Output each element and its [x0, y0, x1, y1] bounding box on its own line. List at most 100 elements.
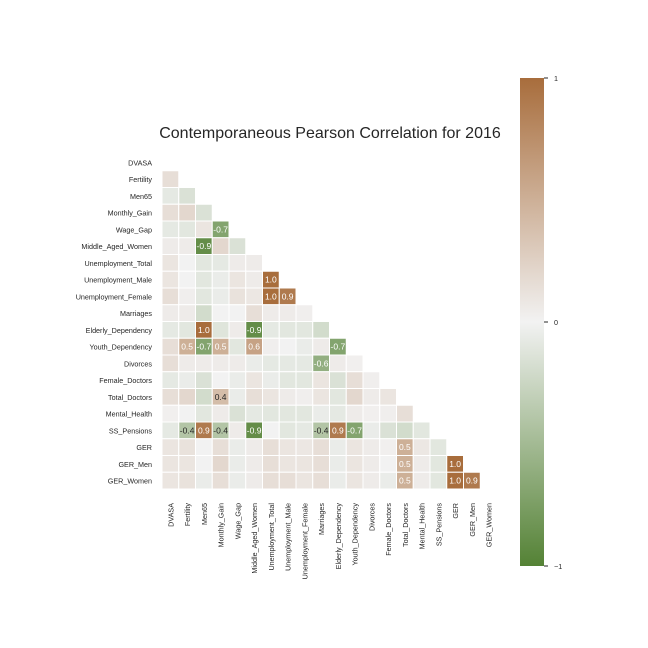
heatmap-cell [211, 371, 230, 389]
cell-value-label: -0.7 [331, 342, 346, 352]
heatmap-cell [295, 304, 314, 322]
heatmap-cell [362, 421, 381, 440]
heatmap-cell [161, 455, 180, 473]
heatmap-cell [211, 287, 230, 306]
heatmap-cell [295, 404, 314, 423]
heatmap-cell [228, 455, 247, 473]
heatmap-cell [345, 388, 364, 406]
heatmap-cell [195, 438, 213, 456]
x-axis-tick-labels: DVASA Fertility Men65 Monthly_Gain Wage_Gap M… [166, 503, 493, 580]
heatmap-cell [362, 388, 381, 406]
heatmap-cell [295, 337, 314, 356]
heatmap-cell [362, 438, 381, 456]
heatmap-cell [262, 471, 280, 490]
heatmap-cell [362, 371, 381, 389]
cell-value-label: -0.4 [314, 425, 329, 435]
heatmap-cell [178, 471, 196, 490]
heatmap-cell [178, 220, 196, 239]
heatmap-cell [245, 304, 263, 322]
y-tick-label: Middle_Aged_Women [81, 242, 152, 251]
x-tick-label: Wage_Gap [233, 503, 242, 539]
y-tick-label: Female_Doctors [99, 376, 152, 385]
heatmap-cell [161, 354, 180, 373]
heatmap-cell [161, 203, 180, 222]
heatmap-cell [195, 371, 213, 389]
heatmap-cell [228, 471, 247, 490]
heatmap-cell [345, 455, 364, 473]
heatmap-cell [178, 270, 196, 289]
heatmap-annotations: -0.7-0.91.01.0 0.91.0 -0.90.5 -0.7 0.5 0.6 -0.… [180, 224, 478, 485]
cell-value-label: 0.4 [215, 392, 227, 402]
heatmap-cell [178, 254, 196, 272]
heatmap-cell [262, 304, 280, 322]
heatmap-cell [161, 388, 180, 406]
heatmap-cell [245, 354, 263, 373]
heatmap-cell [161, 438, 180, 456]
heatmap-cell [178, 438, 196, 456]
y-tick-label: GER [136, 443, 152, 452]
heatmap-cell [278, 321, 297, 339]
heatmap-cell [178, 187, 196, 205]
heatmap-cell [362, 404, 381, 423]
heatmap-cell [211, 237, 230, 255]
heatmap-cell [312, 471, 330, 490]
heatmap-cell [278, 388, 297, 406]
heatmap-cell [161, 287, 180, 306]
heatmap-cell [161, 270, 180, 289]
x-tick-label: GER_Men [468, 503, 477, 537]
cell-value-label: 0.5 [181, 342, 193, 352]
heatmap-cell [245, 371, 263, 389]
y-tick-label: GER_Men [118, 460, 152, 469]
heatmap-cell [195, 270, 213, 289]
cell-value-label: 0.9 [282, 291, 294, 301]
heatmap-cell [312, 438, 330, 456]
heatmap-cell [245, 471, 263, 490]
heatmap-cell [379, 404, 397, 423]
heatmap-cell [245, 254, 263, 272]
heatmap-cell [195, 455, 213, 473]
heatmap-cell [345, 404, 364, 423]
cell-value-label: 0.9 [332, 425, 344, 435]
heatmap-cell [195, 287, 213, 306]
y-tick-label: Mental_Health [106, 410, 152, 419]
x-tick-label: Divorces [367, 503, 376, 531]
heatmap-cell [228, 421, 247, 440]
heatmap-cell [195, 254, 213, 272]
heatmap-cell [396, 421, 414, 440]
colorbar: 1 0 −1 [520, 74, 562, 571]
heatmap-cell [262, 321, 280, 339]
heatmap-cell [262, 438, 280, 456]
heatmap-cell [262, 455, 280, 473]
heatmap-cell [295, 388, 314, 406]
y-tick-label: Youth_Dependency [90, 343, 153, 352]
heatmap-cell [161, 220, 180, 239]
cell-value-label: -0.9 [247, 425, 262, 435]
heatmap-cell [312, 321, 330, 339]
heatmap-cell [161, 404, 180, 423]
heatmap-cell [195, 471, 213, 490]
heatmap-cell [345, 471, 364, 490]
heatmap-cell [379, 471, 397, 490]
y-tick-label: Elderly_Dependency [86, 326, 153, 335]
y-tick-label: DVASA [128, 158, 152, 167]
y-tick-label: Divorces [124, 359, 152, 368]
heatmap-cell [178, 388, 196, 406]
heatmap-cell [211, 304, 230, 322]
y-tick-label: Unemployment_Male [84, 276, 152, 285]
cell-value-label: -0.4 [180, 425, 195, 435]
cell-value-label: 1.0 [265, 275, 277, 285]
heatmap-cell [178, 371, 196, 389]
cell-value-label: 0.5 [399, 459, 411, 469]
cell-value-label: 1.0 [265, 291, 277, 301]
heatmap-cell [211, 438, 230, 456]
heatmap-cell [463, 471, 481, 490]
y-tick-label: SS_Pensions [109, 426, 153, 435]
heatmap-cell [228, 270, 247, 289]
cell-value-label: 0.6 [248, 342, 260, 352]
colorbar-tick-label: 1 [554, 74, 558, 83]
heatmap-cell [161, 471, 180, 490]
heatmap-cell [245, 388, 263, 406]
x-tick-label: Monthly_Gain [217, 503, 226, 547]
heatmap-cell [195, 220, 213, 239]
y-tick-label: Wage_Gap [116, 225, 152, 234]
